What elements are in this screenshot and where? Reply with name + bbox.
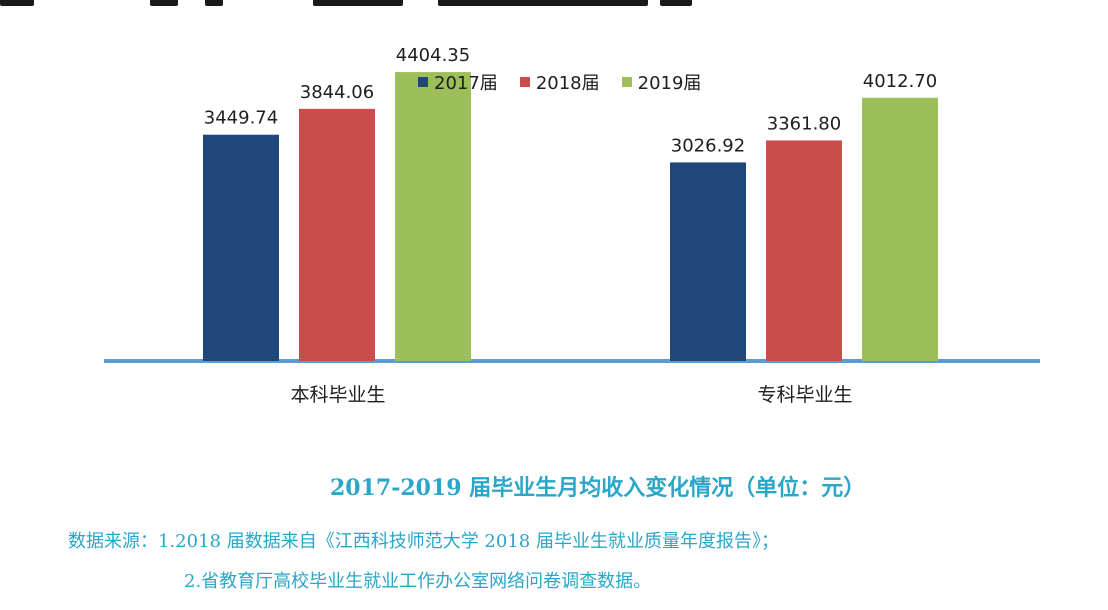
bar-专科毕业生-2018届 [766, 140, 842, 361]
bar-专科毕业生-2017届 [670, 162, 746, 361]
bar-本科毕业生-2017届 [203, 134, 279, 361]
data-label-本科毕业生-2018届: 3844.06 [300, 82, 374, 103]
bar-本科毕业生-2018届 [299, 108, 375, 361]
source-note-line-1: 数据来源：1.2018 届数据来自《江西科技师范大学 2018 届毕业生就业质量… [68, 531, 779, 552]
legend-swatch-2017 [418, 77, 428, 87]
legend-swatch-2018 [519, 77, 530, 87]
legend-swatch-2019 [621, 77, 632, 87]
data-label-本科毕业生-2017届: 3449.74 [204, 108, 278, 129]
chart-legend: 2017届 2018届 2019届 [418, 68, 758, 96]
cropped-header-strip [0, 0, 1108, 8]
legend-label-2018: 2018届 [535, 73, 600, 94]
source-note-line-2: 2.省教育厅高校毕业生就业工作办公室网络问卷调查数据。 [184, 571, 652, 592]
legend-label-2019: 2019届 [637, 73, 702, 94]
legend-item-2019: 2019届 [621, 69, 702, 95]
legend-item-2017: 2017届 [418, 69, 498, 95]
legend-label-2017: 2017届 [434, 73, 498, 94]
data-label-本科毕业生-2019届: 4404.35 [396, 45, 470, 66]
bar-专科毕业生-2019届 [862, 97, 938, 361]
data-label-专科毕业生-2019届: 4012.70 [863, 71, 937, 92]
bar-本科毕业生-2019届 [395, 72, 471, 361]
data-label-专科毕业生-2017届: 3026.92 [671, 135, 745, 156]
legend-item-2018: 2018届 [519, 69, 600, 95]
chart-title: 2017-2019 届毕业生月均收入变化情况（单位：元） [330, 475, 866, 501]
data-label-专科毕业生-2018届: 3361.80 [767, 113, 841, 134]
category-label-专科毕业生: 专科毕业生 [757, 384, 852, 406]
category-label-本科毕业生: 本科毕业生 [290, 384, 385, 406]
